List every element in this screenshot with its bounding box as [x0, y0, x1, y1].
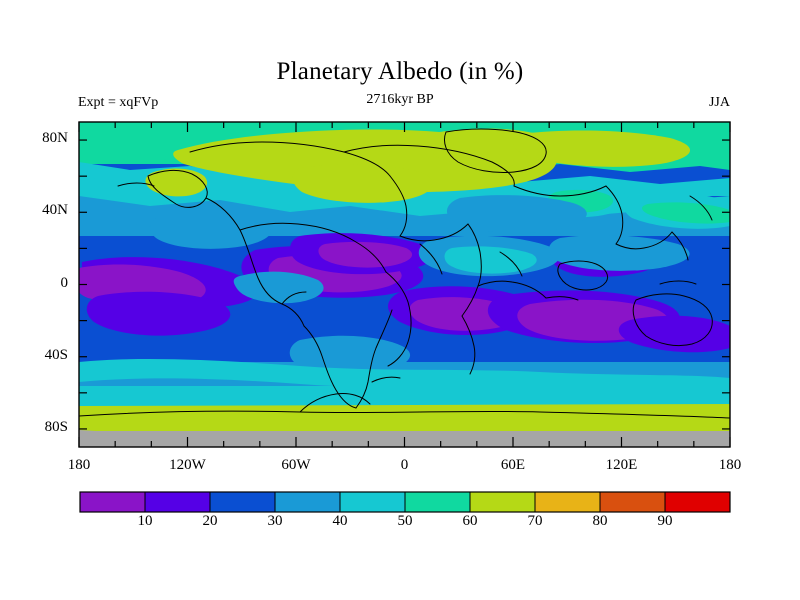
page-title: Planetary Albedo (in %): [276, 58, 524, 85]
ice-sheets: [145, 128, 691, 203]
coastlines: [79, 128, 730, 419]
y-axis-tick-label-3: 40S: [44, 346, 68, 363]
x-axis-tick-label-3: 0: [400, 457, 409, 473]
y-axis-tick-label-2: 0: [60, 274, 69, 291]
colorbar-tick-label-1: 20: [202, 513, 218, 529]
colorbar-tick-label-6: 70: [527, 513, 543, 529]
x-axis-tick-label-6: 180: [718, 457, 742, 473]
colorbar-band-8[interactable]: [600, 492, 665, 512]
colorbar-band-9[interactable]: [665, 492, 730, 512]
itcz-features: [150, 193, 730, 375]
colorbar-band-4[interactable]: [340, 492, 405, 512]
colorbar-tick-label-0: 10: [137, 513, 153, 529]
colorbar-band-1[interactable]: [145, 492, 210, 512]
colorbar-band-2[interactable]: [210, 492, 275, 512]
colorbar[interactable]: [79, 491, 731, 513]
colorbar-band-3[interactable]: [275, 492, 340, 512]
colorbar-tick-label-8: 90: [657, 513, 673, 529]
colorbar-tick-label-7: 80: [592, 513, 608, 529]
season-label: JJA: [708, 95, 730, 110]
experiment-label: Expt = xqFVp: [78, 95, 159, 110]
colorbar-band-7[interactable]: [535, 492, 600, 512]
x-axis-tick-label-4: 60E: [500, 457, 526, 473]
axis-ticks: [78, 122, 731, 447]
y-axis-tick-label-4: 80S: [44, 418, 68, 435]
x-axis-tick-label-5: 120E: [605, 457, 638, 473]
colorbar-band-6[interactable]: [470, 492, 535, 512]
colorbar-tick-label-4: 50: [397, 513, 413, 529]
colorbar-band-5[interactable]: [405, 492, 470, 512]
albedo-field: [79, 122, 730, 447]
y-axis-tick-label-0: 80N: [42, 130, 68, 147]
colorbar-tick-label-5: 60: [462, 513, 478, 529]
chart-subtitle: 2716kyr BP: [366, 92, 434, 107]
x-axis-tick-label-0: 180: [67, 457, 91, 473]
y-axis-tick-label-1: 40N: [42, 202, 68, 219]
southern-ocean: [79, 359, 730, 396]
colorbar-tick-label-3: 40: [332, 513, 348, 529]
interior-patches: [446, 183, 628, 233]
x-axis-tick-label-1: 120W: [169, 457, 206, 473]
colorbar-band-0[interactable]: [80, 492, 145, 512]
x-axis-tick-label-2: 60W: [281, 457, 311, 473]
colorbar-tick-label-2: 30: [267, 513, 283, 529]
